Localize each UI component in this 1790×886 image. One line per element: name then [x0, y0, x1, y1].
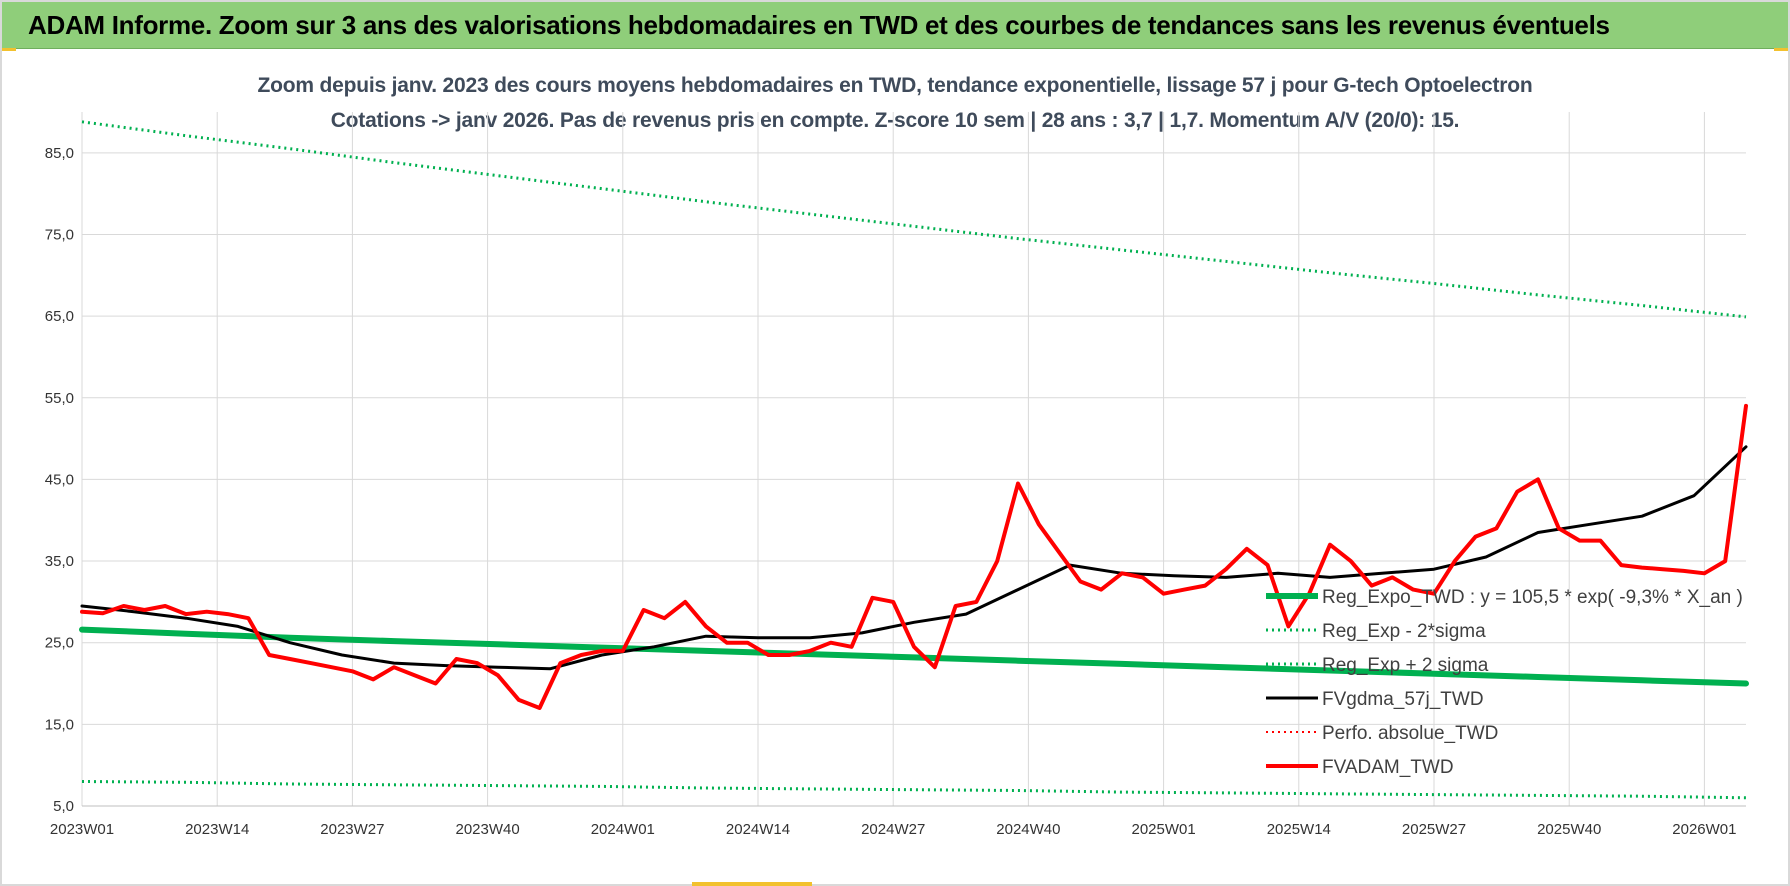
legend-label: Reg_Exp + 2 sigma: [1322, 655, 1489, 676]
report-banner: ADAM Informe. Zoom sur 3 ans des valoris…: [2, 2, 1788, 49]
x-tick-label: 2025W40: [1537, 821, 1601, 838]
legend-label: Reg_Exp - 2*sigma: [1322, 621, 1486, 642]
y-tick-label: 75,0: [45, 226, 74, 243]
chart-series: [79, 120, 1749, 800]
legend-reg-plus-2sigma: Reg_Exp + 2 sigma: [1266, 655, 1489, 676]
series-reg-plus-2sigma: [81, 120, 1747, 319]
x-tick-label: 2024W27: [861, 821, 925, 838]
chart-title-line-2: Cotations -> janv 2026. Pas de revenus p…: [330, 109, 1460, 132]
series-reg-expo: [79, 626, 1749, 687]
y-tick-label: 25,0: [45, 635, 74, 652]
x-tick-label: 2025W14: [1267, 821, 1331, 838]
chart-axes: 5,0 15,0 25,0 35,0 45,0 55,0 65,0 75,0 85,0 2023W…: [45, 145, 1746, 838]
y-tick-label: 15,0: [45, 716, 74, 733]
x-tick-label: 2024W01: [591, 821, 655, 838]
x-tick-label: 2023W40: [455, 821, 519, 838]
x-tick-label: 2023W01: [50, 821, 114, 838]
banner-accent-right: [1774, 48, 1788, 51]
legend-fvadam: FVADAM_TWD: [1266, 757, 1454, 778]
chart-legend: Reg_Expo_TWD : y = 105,5 * exp( -9,3% * …: [1266, 587, 1743, 778]
series-reg-minus-2sigma: [81, 780, 1747, 800]
x-tick-label: 2025W27: [1402, 821, 1466, 838]
legend-label: FVgdma_57j_TWD: [1322, 689, 1484, 710]
legend-label: Perfo. absolue_TWD: [1322, 723, 1498, 744]
x-tick-label: 2025W01: [1131, 821, 1195, 838]
x-tick-label: 2026W01: [1672, 821, 1736, 838]
y-tick-label: 85,0: [45, 145, 74, 162]
y-tick-label: 35,0: [45, 553, 74, 570]
x-tick-label: 2024W14: [726, 821, 790, 838]
bottom-accent: [692, 882, 812, 886]
banner-accent-left: [2, 48, 16, 51]
y-tick-label: 5,0: [53, 798, 74, 815]
legend-reg-minus-2sigma: Reg_Exp - 2*sigma: [1266, 621, 1486, 642]
x-tick-label: 2023W14: [185, 821, 249, 838]
y-tick-label: 65,0: [45, 308, 74, 325]
legend-reg-expo: Reg_Expo_TWD : y = 105,5 * exp( -9,3% * …: [1266, 587, 1743, 608]
report-title: ADAM Informe. Zoom sur 3 ans des valoris…: [28, 10, 1610, 40]
legend-label: Reg_Expo_TWD : y = 105,5 * exp( -9,3% * …: [1322, 587, 1743, 608]
legend-perfo-absolue: Perfo. absolue_TWD: [1266, 723, 1498, 744]
x-tick-label: 2024W40: [996, 821, 1060, 838]
legend-label: FVADAM_TWD: [1322, 757, 1454, 778]
x-tick-label: 2023W27: [320, 821, 384, 838]
chart-title-line-1: Zoom depuis janv. 2023 des cours moyens …: [257, 74, 1533, 97]
y-tick-label: 45,0: [45, 471, 74, 488]
series-gdma-57j: [80, 445, 1748, 671]
series-fvadam: [80, 403, 1748, 710]
chart-grid: [81, 112, 1746, 807]
legend-gdma-57j: FVgdma_57j_TWD: [1266, 689, 1484, 710]
y-tick-label: 55,0: [45, 390, 74, 407]
